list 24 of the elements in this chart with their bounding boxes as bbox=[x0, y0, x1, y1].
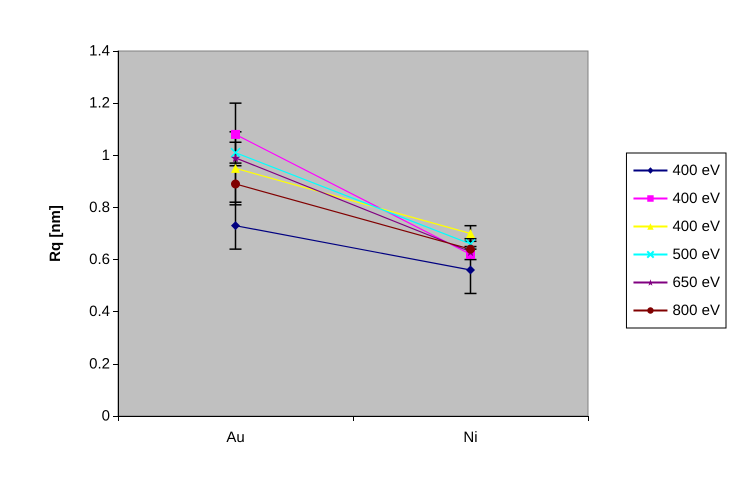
point bbox=[466, 244, 475, 254]
legend-label: 400 eV bbox=[672, 218, 720, 235]
y-axis-title: Rq [nm] bbox=[47, 205, 64, 262]
y-tick-label: 0.6 bbox=[89, 251, 110, 268]
legend-label: 400 eV bbox=[672, 162, 720, 179]
legend-label: 500 eV bbox=[672, 246, 720, 263]
legend-label: 800 eV bbox=[672, 302, 720, 319]
point bbox=[466, 266, 475, 274]
point bbox=[231, 179, 240, 188]
y-tick-label: 0.4 bbox=[89, 303, 110, 320]
legend-label: 650 eV bbox=[672, 274, 720, 291]
x-tick-label: Au bbox=[226, 429, 245, 446]
y-tick-label: 1.2 bbox=[89, 94, 110, 112]
y-tick-label: 0.2 bbox=[89, 355, 110, 372]
point bbox=[231, 153, 240, 162]
legend-label: 400 eV bbox=[672, 190, 720, 207]
point bbox=[231, 221, 240, 230]
y-tick-label: 1.4 bbox=[89, 42, 110, 60]
y-tick-label: 0.8 bbox=[89, 198, 110, 216]
y-tick-label: 0 bbox=[102, 408, 110, 424]
y-tick-label: 1 bbox=[102, 146, 110, 164]
x-tick-label: Ni bbox=[463, 429, 478, 446]
point bbox=[230, 147, 241, 158]
point bbox=[231, 130, 240, 139]
